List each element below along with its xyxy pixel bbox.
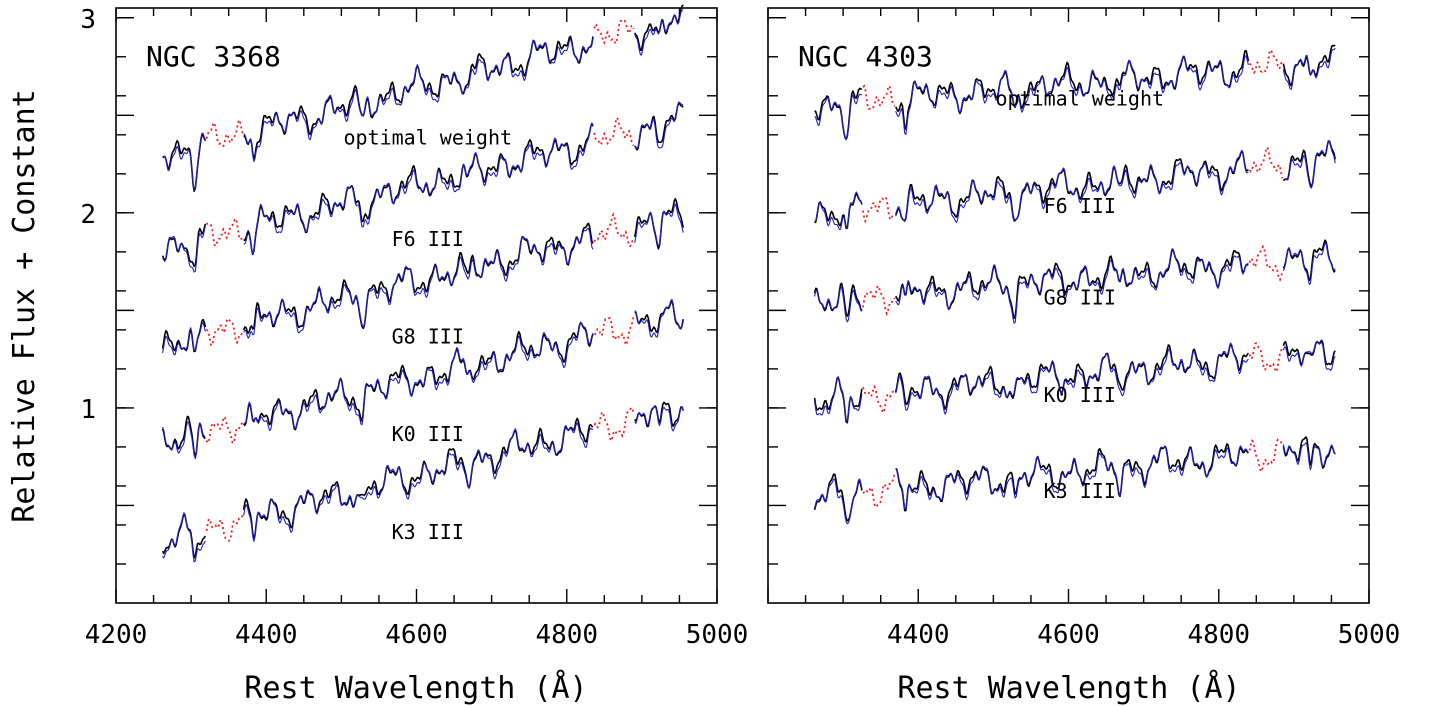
spectrum-label: F6 III: [392, 227, 464, 251]
y-tick-label: 1: [80, 395, 96, 425]
masked-region-line: [862, 244, 1284, 317]
x-tick-label: 4400: [235, 620, 298, 650]
x-tick-label: 4600: [385, 620, 448, 650]
spectrum-label: K0 III: [392, 422, 464, 446]
x-axis-label-left: Rest Wavelength (Å): [244, 670, 587, 706]
template-fit-line: [162, 298, 684, 460]
x-tick-label: 4800: [1187, 620, 1250, 650]
masked-region-line: [862, 48, 1284, 111]
template-fit-line: [814, 340, 1336, 422]
panel-title: NGC 3368: [146, 40, 281, 73]
x-tick-label: 4200: [85, 620, 148, 650]
spectrum-label: optimal weight: [995, 87, 1164, 111]
template-fit-line: [814, 140, 1336, 231]
panel-ngc3368: 4200 4400 4600 4800 5000 1 2 3 NGC 3368 optimal w…: [80, 4, 749, 650]
x-tick-label: 5000: [686, 620, 749, 650]
spectrum-label: K3 III: [1044, 479, 1116, 503]
spectrum-label: K0 III: [1044, 383, 1116, 407]
spectrum-label: G8 III: [1044, 286, 1116, 310]
x-tick-label: 4600: [1037, 620, 1100, 650]
masked-region-line: [862, 342, 1283, 415]
masked-region-line: [205, 406, 635, 542]
masked-region-line: [862, 438, 1283, 509]
masked-region-line: [205, 212, 635, 347]
masked-region-line: [205, 115, 635, 248]
spectrum-label: optimal weight: [343, 126, 512, 150]
panel-ngc4303: 4400 4600 4800 5000 NGC 4303 optimal weight F6…: [767, 7, 1401, 650]
spectrum-label: K3 III: [392, 520, 464, 544]
masked-region-line: [862, 146, 1284, 224]
x-tick-label: 4800: [535, 620, 598, 650]
plot-frame: [115, 7, 718, 604]
template-fit-line: [162, 406, 684, 563]
y-axis-label: Relative Flux + Constant: [7, 89, 42, 522]
template-fit-line: [814, 442, 1336, 525]
x-axis-label-right: Rest Wavelength (Å): [897, 670, 1240, 706]
template-fit-line: [162, 101, 684, 273]
masked-region-line: [205, 315, 635, 445]
spectrum-label: F6 III: [1044, 194, 1116, 218]
x-tick-label: 5000: [1338, 620, 1401, 650]
y-tick-label: 2: [80, 200, 96, 230]
panel-title: NGC 4303: [798, 40, 933, 73]
masked-region-line: [205, 19, 635, 148]
template-fit-line: [814, 47, 1336, 141]
y-tick-label: 3: [80, 5, 96, 35]
x-tick-label: 4400: [887, 620, 950, 650]
template-fit-line: [162, 9, 684, 192]
template-fit-line: [814, 242, 1336, 324]
template-fit-line: [162, 203, 684, 356]
observed-spectrum-line: [162, 4, 684, 193]
spectrum-label: G8 III: [392, 325, 464, 349]
